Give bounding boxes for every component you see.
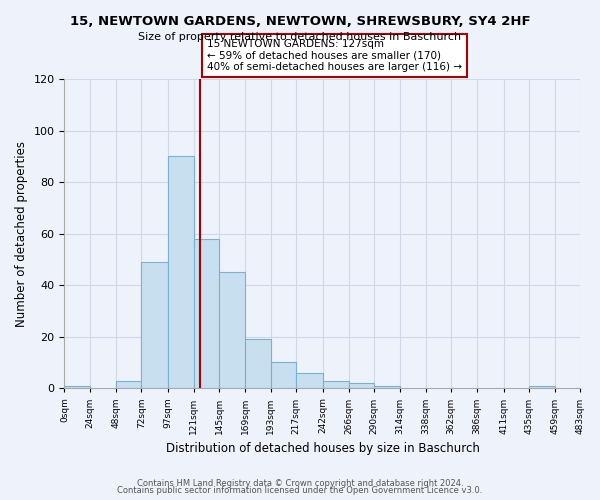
Bar (374, 386, 400, 388)
Y-axis label: Number of detached properties: Number of detached properties (15, 140, 28, 326)
Bar (271, 362, 296, 388)
Bar (349, 383, 374, 388)
Bar (116, 380, 142, 388)
Text: Contains public sector information licensed under the Open Government Licence v3: Contains public sector information licen… (118, 486, 482, 495)
Bar (168, 156, 194, 388)
Bar (529, 386, 555, 388)
Bar (245, 340, 271, 388)
X-axis label: Distribution of detached houses by size in Baschurch: Distribution of detached houses by size … (166, 442, 479, 455)
Bar (220, 272, 245, 388)
Text: Contains HM Land Registry data © Crown copyright and database right 2024.: Contains HM Land Registry data © Crown c… (137, 478, 463, 488)
Text: 15, NEWTOWN GARDENS, NEWTOWN, SHREWSBURY, SY4 2HF: 15, NEWTOWN GARDENS, NEWTOWN, SHREWSBURY… (70, 15, 530, 28)
Bar (296, 373, 323, 388)
Bar (323, 380, 349, 388)
Bar (142, 262, 168, 388)
Bar (64, 386, 90, 388)
Text: Size of property relative to detached houses in Baschurch: Size of property relative to detached ho… (139, 32, 461, 42)
Bar (194, 239, 220, 388)
Text: 15 NEWTOWN GARDENS: 127sqm
← 59% of detached houses are smaller (170)
40% of sem: 15 NEWTOWN GARDENS: 127sqm ← 59% of deta… (207, 39, 462, 72)
